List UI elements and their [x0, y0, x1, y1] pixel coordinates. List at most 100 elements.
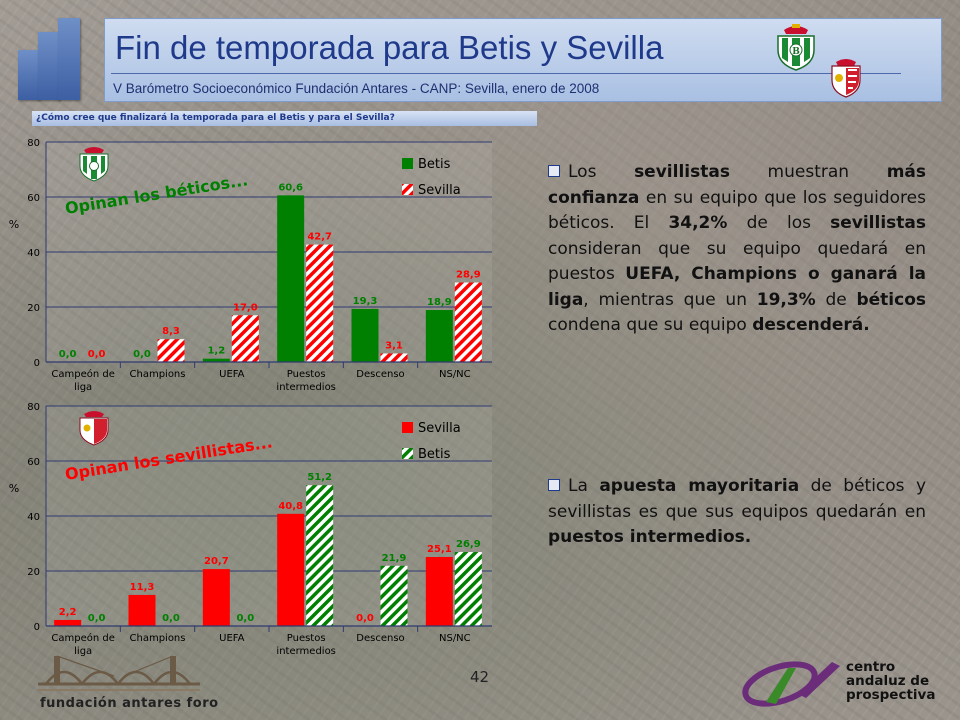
y-tick-label: 80	[27, 402, 40, 413]
sevilla-crest-icon	[831, 59, 861, 98]
bullet-confianza: Los sevillistas muestran más confianza e…	[548, 160, 926, 339]
bullet-text-segment: condena que su equipo	[548, 315, 753, 335]
data-label: 0,0	[88, 349, 106, 360]
betis-crest-icon: B	[777, 24, 815, 71]
legend-entry: Sevilla	[418, 183, 461, 198]
x-tick-label: liga	[74, 382, 92, 393]
y-tick-label: 0	[34, 622, 40, 633]
x-tick-label: Champions	[130, 369, 186, 380]
y-tick-label: 0	[34, 358, 40, 369]
chart-sevillistas: 0 20 40 60 80% 2,2 0,0 Campeón de liga 11,3 0,0 Cha…	[9, 402, 492, 657]
bullet-square-icon	[548, 165, 560, 177]
data-label: 18,9	[427, 297, 452, 308]
bullet-text-segment: muestran	[729, 162, 887, 182]
bar-sevilla	[380, 353, 408, 362]
x-tick-label: Descenso	[356, 633, 404, 644]
y-tick-label: 80	[27, 138, 40, 149]
y-tick-label: 20	[27, 567, 40, 578]
bullet-text-segment: sevillistas	[830, 213, 926, 233]
data-label: 11,3	[130, 582, 155, 593]
bar-sevilla	[54, 619, 82, 626]
logo-line-1: centro	[846, 659, 896, 675]
bullet-text-segment: sevillistas	[634, 162, 730, 182]
y-tick-label: 40	[27, 512, 40, 523]
bullet-text-segment: , mientras que un	[583, 289, 757, 310]
legend-swatch	[402, 422, 413, 433]
bar-betis	[277, 195, 305, 362]
page-number: 42	[470, 668, 490, 686]
betis-crest-icon	[79, 147, 109, 182]
bullet-text-segment: de	[815, 289, 857, 310]
y-tick-label: 40	[27, 248, 40, 259]
centro-andaluz-logo-text: centro andaluz de prospectiva	[846, 660, 935, 702]
survey-question: ¿Cómo cree que finalizará la temporada p…	[32, 111, 537, 126]
legend-entry: Betis	[418, 157, 451, 172]
bullet-apuesta: La apuesta mayoritaria de béticos y sevi…	[548, 474, 926, 551]
data-label: 26,9	[456, 539, 481, 550]
bar-betis	[425, 310, 453, 362]
page-title: Fin de temporada para Betis y Sevilla	[115, 29, 664, 66]
fundacion-antares-logo-text: fundación antares foro	[40, 696, 219, 711]
legend-swatch	[402, 448, 413, 459]
title-divider	[111, 73, 901, 74]
bullet-text-segment: La	[568, 476, 600, 496]
logo-line-2: andaluz de	[846, 673, 930, 689]
data-label: 8,3	[162, 326, 180, 337]
y-tick-label: 20	[27, 303, 40, 314]
data-label: 25,1	[427, 544, 452, 555]
bullet-text-segment: consideran que su equipo quedará en pues…	[548, 238, 926, 285]
building-blocks-icon	[18, 18, 102, 100]
data-label: 0,0	[59, 349, 77, 360]
legend-entry: Sevilla	[418, 421, 461, 436]
centro-andaluz-logo-icon	[742, 661, 840, 707]
bar-betis	[380, 565, 408, 626]
bar-betis	[454, 552, 482, 626]
page-subtitle: V Barómetro Socioeconómico Fundación Ant…	[113, 81, 600, 96]
bullet-text-segment: apuesta mayoritaria	[599, 476, 800, 496]
bar-sevilla	[454, 282, 482, 362]
bullet-text-segment: Los	[568, 162, 635, 182]
bullet-text-segment: puestos intermedios.	[548, 527, 752, 547]
data-label: 21,9	[382, 553, 407, 564]
x-tick-label: liga	[74, 646, 92, 657]
x-tick-label: Champions	[130, 633, 186, 644]
y-tick-label: 60	[27, 457, 40, 468]
bullet-text-segment: 19,3%	[756, 289, 816, 310]
bullet-text-segment: de béticos y sevillistas es que sus equi…	[548, 476, 927, 522]
data-label: 1,2	[207, 346, 225, 357]
sevilla-crest-icon	[79, 411, 109, 446]
chart-beticos: 0 20 40 60 80% 0,0 0,0 Campeón de liga 0,0 8,3 Cham…	[9, 138, 492, 393]
data-label: 20,7	[204, 556, 229, 567]
x-tick-label: UEFA	[219, 633, 244, 644]
legend-entry: Betis	[418, 447, 451, 462]
data-label: 0,0	[356, 613, 374, 624]
bar-betis	[306, 485, 334, 626]
x-tick-label: intermedios	[276, 382, 335, 393]
bar-betis	[351, 308, 379, 362]
x-tick-label: Campeón de	[51, 632, 115, 644]
data-label: 60,6	[278, 182, 303, 193]
data-label: 0,0	[236, 613, 254, 624]
bar-sevilla	[128, 594, 156, 626]
bullet-text-segment: 34,2%	[668, 213, 728, 233]
data-label: 0,0	[162, 613, 180, 624]
y-axis-label: %	[9, 218, 19, 231]
bridge-logo-icon	[38, 655, 200, 691]
y-axis-label: %	[9, 482, 19, 495]
logo-line-3: prospectiva	[846, 687, 936, 703]
x-tick-label: Puestos	[287, 369, 326, 380]
bullet-text-segment: béticos	[856, 289, 927, 310]
data-label: 3,1	[385, 340, 403, 351]
bar-sevilla	[425, 556, 453, 626]
data-label: 2,2	[59, 607, 77, 618]
data-label: 28,9	[456, 270, 481, 281]
data-label: 17,0	[233, 302, 258, 313]
bar-sevilla	[231, 315, 259, 362]
x-tick-label: Campeón de	[51, 368, 115, 380]
bar-sevilla	[157, 339, 185, 362]
data-label: 0,0	[133, 349, 151, 360]
svg-text:B: B	[792, 47, 800, 57]
bar-sevilla	[277, 513, 305, 626]
x-tick-label: NS/NC	[439, 633, 471, 644]
bar-sevilla	[306, 244, 334, 362]
